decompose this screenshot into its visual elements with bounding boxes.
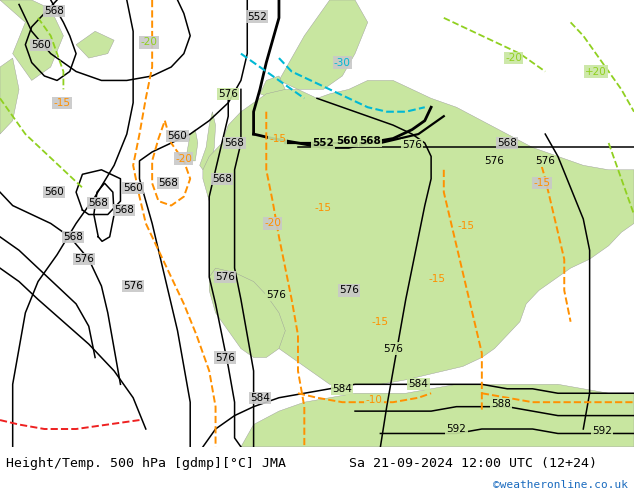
Text: 552: 552 — [247, 12, 268, 22]
Text: 576: 576 — [535, 156, 555, 166]
Text: 568: 568 — [63, 232, 83, 242]
Text: -20: -20 — [505, 53, 522, 63]
Polygon shape — [187, 129, 198, 161]
Text: 560: 560 — [44, 187, 64, 197]
Text: 576: 576 — [123, 281, 143, 291]
Polygon shape — [209, 268, 285, 358]
Polygon shape — [203, 80, 634, 384]
Text: 560: 560 — [167, 131, 188, 141]
Text: 560: 560 — [31, 40, 51, 49]
Text: -15: -15 — [429, 274, 446, 284]
Text: +20: +20 — [585, 67, 607, 76]
Polygon shape — [76, 31, 114, 58]
Text: -20: -20 — [141, 37, 157, 48]
Text: -10: -10 — [366, 395, 382, 405]
Text: -30: -30 — [334, 57, 351, 68]
Text: 568: 568 — [224, 138, 245, 148]
Text: -15: -15 — [54, 98, 70, 108]
Text: 576: 576 — [484, 156, 505, 166]
Text: -15: -15 — [458, 220, 474, 231]
Text: 576: 576 — [402, 140, 422, 150]
Text: 576: 576 — [266, 290, 286, 300]
Text: 568: 568 — [359, 136, 380, 146]
Text: 576: 576 — [215, 352, 235, 363]
Text: 576: 576 — [215, 272, 235, 282]
Text: 568: 568 — [497, 138, 517, 148]
Text: Height/Temp. 500 hPa [gdmp][°C] JMA: Height/Temp. 500 hPa [gdmp][°C] JMA — [6, 457, 287, 470]
Text: 560: 560 — [123, 183, 143, 193]
Polygon shape — [0, 0, 63, 80]
Text: 588: 588 — [491, 399, 511, 410]
Text: 576: 576 — [339, 286, 359, 295]
Text: 584: 584 — [250, 392, 270, 403]
Text: Sa 21-09-2024 12:00 UTC (12+24): Sa 21-09-2024 12:00 UTC (12+24) — [349, 457, 597, 470]
Text: 568: 568 — [113, 205, 134, 215]
Polygon shape — [241, 384, 634, 447]
Text: -15: -15 — [315, 203, 332, 213]
Text: 568: 568 — [88, 198, 108, 208]
Text: 568: 568 — [158, 178, 178, 188]
Text: -15: -15 — [269, 134, 286, 144]
Text: 560: 560 — [337, 136, 358, 146]
Text: 568: 568 — [212, 174, 232, 184]
Text: 576: 576 — [383, 343, 403, 354]
Polygon shape — [260, 76, 285, 98]
Text: 568: 568 — [44, 6, 64, 16]
Text: -20: -20 — [176, 154, 192, 164]
Text: 576: 576 — [218, 89, 238, 99]
Text: 584: 584 — [332, 384, 353, 394]
Text: -20: -20 — [264, 219, 281, 228]
Text: -15: -15 — [372, 317, 389, 327]
Text: -15: -15 — [534, 178, 550, 188]
Polygon shape — [0, 58, 19, 134]
Text: 592: 592 — [592, 426, 612, 436]
Text: ©weatheronline.co.uk: ©weatheronline.co.uk — [493, 480, 628, 490]
Text: 552: 552 — [313, 138, 334, 148]
Text: 584: 584 — [408, 379, 429, 390]
Polygon shape — [200, 112, 216, 170]
Polygon shape — [279, 0, 368, 89]
Text: 576: 576 — [74, 254, 94, 264]
Text: 592: 592 — [446, 424, 467, 434]
